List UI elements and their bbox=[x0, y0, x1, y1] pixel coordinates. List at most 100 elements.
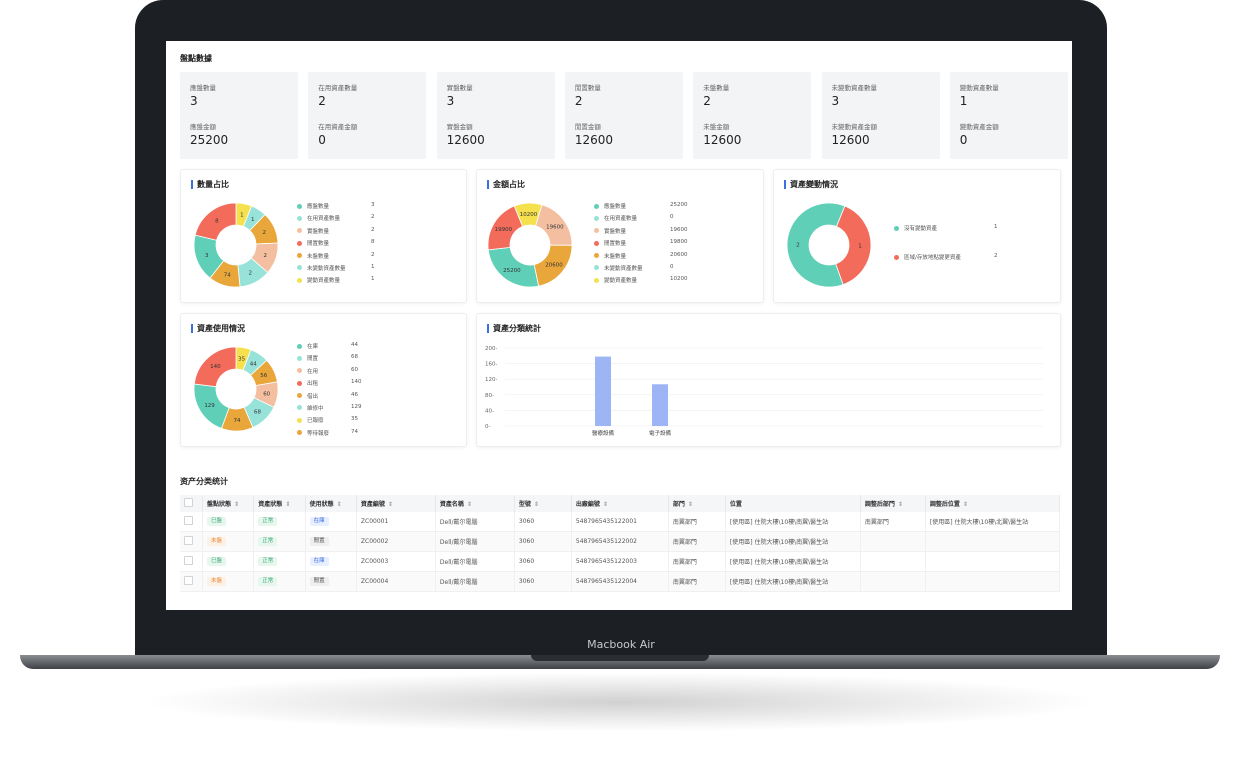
column-header[interactable]: 資產狀態 ⇕ bbox=[253, 495, 306, 512]
legend-item[interactable]: 等待報廢 74 bbox=[297, 429, 467, 441]
row-checkbox[interactable] bbox=[184, 556, 193, 565]
legend-dot-icon bbox=[594, 253, 599, 259]
stat-value: 3 bbox=[190, 94, 198, 108]
row-checkbox[interactable] bbox=[184, 576, 193, 585]
column-header[interactable]: 使用狀態 ⇕ bbox=[305, 495, 357, 512]
column-header[interactable]: 盤點狀態 ⇕ bbox=[202, 495, 255, 512]
sort-icon[interactable]: ⇕ bbox=[336, 501, 342, 508]
legend-item[interactable]: 未盤數量 20600 bbox=[594, 252, 764, 264]
donut-slice[interactable] bbox=[835, 205, 872, 286]
sort-icon[interactable]: ⇕ bbox=[466, 501, 472, 508]
column-header[interactable]: 位置 bbox=[725, 495, 861, 512]
legend-dot-icon bbox=[594, 215, 599, 221]
legend-item[interactable]: 維修中 129 bbox=[297, 404, 467, 416]
legend-value: 129 bbox=[351, 403, 362, 410]
stat-label: 在用資產金額 bbox=[318, 123, 358, 131]
column-header[interactable]: 出廠編號 ⇕ bbox=[571, 495, 669, 512]
legend-item[interactable]: 在用資產數量 2 bbox=[297, 214, 467, 226]
donut-slice[interactable] bbox=[194, 202, 237, 241]
legend-item[interactable]: 沒有變動資產 1 bbox=[894, 224, 1054, 253]
slice-label: 56 bbox=[260, 373, 267, 379]
stat-card: 未盤數量 2 未盤金額 12600 bbox=[693, 72, 812, 159]
usage-status-cell: 閒置 bbox=[305, 531, 357, 552]
slice-label: 8 bbox=[215, 219, 219, 225]
legend-dot-icon bbox=[297, 203, 302, 209]
slice-label: 140 bbox=[210, 364, 221, 370]
row-select-cell bbox=[180, 571, 203, 592]
bar[interactable] bbox=[652, 384, 668, 426]
sort-icon[interactable]: ⇕ bbox=[897, 501, 903, 508]
legend-item[interactable]: 在用 60 bbox=[297, 367, 467, 379]
inventory-status-tag: 已盤 bbox=[207, 517, 227, 526]
change-donut-chart: 12 bbox=[786, 202, 872, 288]
legend-label: 區域/存放地點變更資產 bbox=[904, 255, 961, 261]
table-row[interactable]: 已盤 正常 在庫 ZC00001 Dell/戴尔電腦 3060 54879654351220… bbox=[180, 512, 1061, 532]
legend-label: 實盤數量 bbox=[604, 228, 627, 235]
sort-icon[interactable]: ⇕ bbox=[687, 501, 693, 508]
legend-item[interactable]: 變動資產數量 1 bbox=[297, 276, 467, 288]
column-label: 位置 bbox=[729, 501, 742, 508]
column-header[interactable]: 部門 ⇕ bbox=[668, 495, 726, 512]
legend-item[interactable]: 應盤數量 3 bbox=[297, 202, 467, 214]
legend-value: 74 bbox=[351, 428, 358, 435]
usage-panel: 資產使用情況 35 44 56 60 68 74 129 140 在庫 44 閒置 68 在用 60 出租… bbox=[180, 313, 467, 447]
legend-value: 60 bbox=[351, 366, 358, 373]
y-tick-label: 0- bbox=[485, 424, 490, 430]
sort-icon[interactable]: ⇕ bbox=[962, 501, 968, 508]
row-checkbox[interactable] bbox=[184, 516, 193, 525]
table-row[interactable]: 未盤 正常 閒置 ZC00004 Dell/戴尔電腦 3060 54879654351220… bbox=[180, 571, 1061, 592]
category-bar-chart: 200- 160- 120- 80- 40- 0- 醫療設備 電子設備 bbox=[485, 346, 1043, 437]
sort-icon[interactable]: ⇕ bbox=[533, 501, 539, 508]
legend-item[interactable]: 變動資產數量 10200 bbox=[594, 276, 764, 288]
stat-card: 應盤數量 3 應盤金額 25200 bbox=[180, 72, 298, 159]
y-tick-label: 160- bbox=[485, 362, 497, 368]
column-header[interactable]: 資產編號 ⇕ bbox=[356, 495, 436, 512]
legend-item[interactable]: 閒置 68 bbox=[297, 354, 467, 366]
y-tick-label: 120- bbox=[485, 377, 497, 383]
stat-label: 未變動資產金額 bbox=[831, 123, 878, 131]
slice-label: 1 bbox=[240, 213, 244, 219]
legend-item[interactable]: 實盤數量 19600 bbox=[594, 227, 764, 239]
stat-value: 2 bbox=[318, 94, 326, 108]
column-header[interactable]: 資產名稱 ⇕ bbox=[435, 495, 515, 512]
legend-item[interactable]: 未變動資產數量 1 bbox=[297, 264, 467, 276]
quantity-donut-chart: 1 1 2 2 2 74 3 8 bbox=[193, 202, 279, 288]
legend-item[interactable]: 應盤數量 25200 bbox=[594, 202, 764, 214]
sort-icon[interactable]: ⇕ bbox=[285, 501, 291, 508]
column-label: 資產狀態 bbox=[258, 501, 283, 508]
donut-slice[interactable] bbox=[487, 205, 524, 251]
donut-slice[interactable] bbox=[786, 202, 846, 288]
legend-item[interactable]: 實盤數量 2 bbox=[297, 227, 467, 239]
stat-value: 12600 bbox=[446, 133, 485, 147]
legend-label: 已報廢 bbox=[307, 418, 324, 425]
legend-item[interactable]: 區域/存放地點變更資產 2 bbox=[894, 253, 1054, 282]
donut-slice[interactable] bbox=[193, 346, 237, 388]
legend-item[interactable]: 在庫 44 bbox=[297, 342, 467, 354]
donut-slice[interactable] bbox=[487, 246, 540, 288]
sort-icon[interactable]: ⇕ bbox=[234, 501, 240, 508]
legend-item[interactable]: 出租 140 bbox=[297, 379, 467, 391]
legend-item[interactable]: 已報廢 35 bbox=[297, 416, 467, 428]
serial-cell: 5487965435122002 bbox=[571, 531, 669, 552]
legend-value: 25200 bbox=[670, 202, 688, 208]
column-header[interactable]: 型號 ⇕ bbox=[514, 495, 572, 512]
row-checkbox[interactable] bbox=[184, 536, 193, 545]
legend-item[interactable]: 未盤數量 2 bbox=[297, 252, 467, 264]
column-header[interactable]: 調整后位置 ⇕ bbox=[925, 495, 1061, 512]
model-cell: 3060 bbox=[514, 531, 572, 552]
column-header[interactable]: 調整后部門 ⇕ bbox=[860, 495, 926, 512]
legend-item[interactable]: 未變動資產數量 0 bbox=[594, 264, 764, 276]
legend-item[interactable]: 借出 46 bbox=[297, 392, 467, 404]
bar[interactable] bbox=[595, 356, 611, 426]
legend-item[interactable]: 閒置數量 8 bbox=[297, 239, 467, 251]
legend-label: 在庫 bbox=[307, 344, 319, 350]
sort-icon[interactable]: ⇕ bbox=[602, 501, 608, 508]
table-row[interactable]: 未盤 正常 閒置 ZC00002 Dell/戴尔電腦 3060 54879654351220… bbox=[180, 531, 1061, 552]
legend-item[interactable]: 閒置數量 19800 bbox=[594, 239, 764, 251]
legend-dot-icon bbox=[297, 240, 302, 246]
select-all-checkbox[interactable] bbox=[184, 498, 193, 507]
legend-value: 0 bbox=[670, 214, 674, 221]
legend-item[interactable]: 在用資產數量 0 bbox=[594, 214, 764, 226]
table-row[interactable]: 已盤 正常 在庫 ZC00003 Dell/戴尔電腦 3060 54879654351220… bbox=[180, 551, 1061, 572]
sort-icon[interactable]: ⇕ bbox=[387, 501, 393, 508]
